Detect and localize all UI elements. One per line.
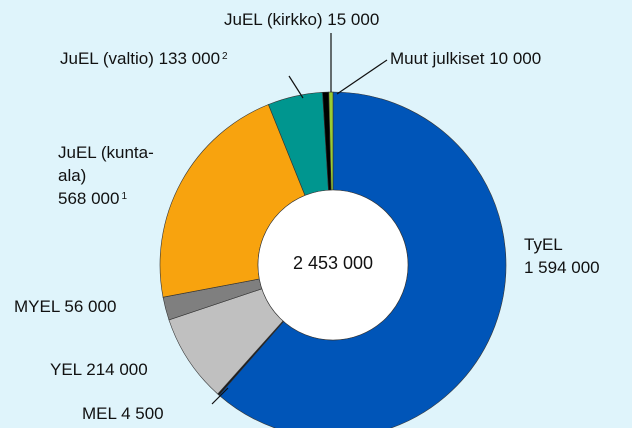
value-label: 56 000 xyxy=(64,297,117,316)
footnote-mark: 2 xyxy=(222,51,228,62)
category-label: YEL xyxy=(50,360,82,379)
slice-label: TyEL 1 594 000 xyxy=(524,233,600,279)
value-label: 10 000 xyxy=(489,49,542,68)
slice-label: JuEL (kunta-ala) 568 000 1 xyxy=(58,141,158,210)
category-label: JuEL (valtio) xyxy=(60,49,154,68)
category-label: TyEL xyxy=(524,235,563,254)
value-label: 214 000 xyxy=(86,360,148,379)
center-label: 2 453 000 xyxy=(292,253,374,273)
slice-label: JuEL (valtio) 133 000 2 xyxy=(60,47,228,70)
slice-label: YEL 214 000 xyxy=(50,358,148,381)
slice-label: MEL 4 500 xyxy=(82,402,164,425)
category-label: Muut julkiset xyxy=(390,49,485,68)
slice-label: MYEL 56 000 xyxy=(14,295,116,318)
category-label: MYEL xyxy=(14,297,60,316)
donut-hole xyxy=(257,189,409,341)
slice-label: JuEL (kirkko) 15 000 xyxy=(224,8,379,31)
leader-line xyxy=(211,387,229,405)
footnote-mark: 1 xyxy=(121,191,128,202)
value-label: 4 500 xyxy=(121,404,164,423)
category-label: MEL xyxy=(82,404,117,423)
value-label: 133 000 xyxy=(158,49,221,68)
slice-label: Muut julkiset 10 000 xyxy=(390,47,541,70)
category-label: JuEL (kirkko) xyxy=(224,10,323,29)
donut xyxy=(159,91,507,428)
value-label: 568 000 xyxy=(58,189,120,208)
leader-lines xyxy=(211,33,388,405)
leader-line xyxy=(336,59,388,95)
leader-line xyxy=(288,75,304,99)
value-label: 15 000 xyxy=(327,10,380,29)
category-label: JuEL (kunta-ala) xyxy=(58,143,154,185)
value-label: 1 594 000 xyxy=(524,258,600,277)
